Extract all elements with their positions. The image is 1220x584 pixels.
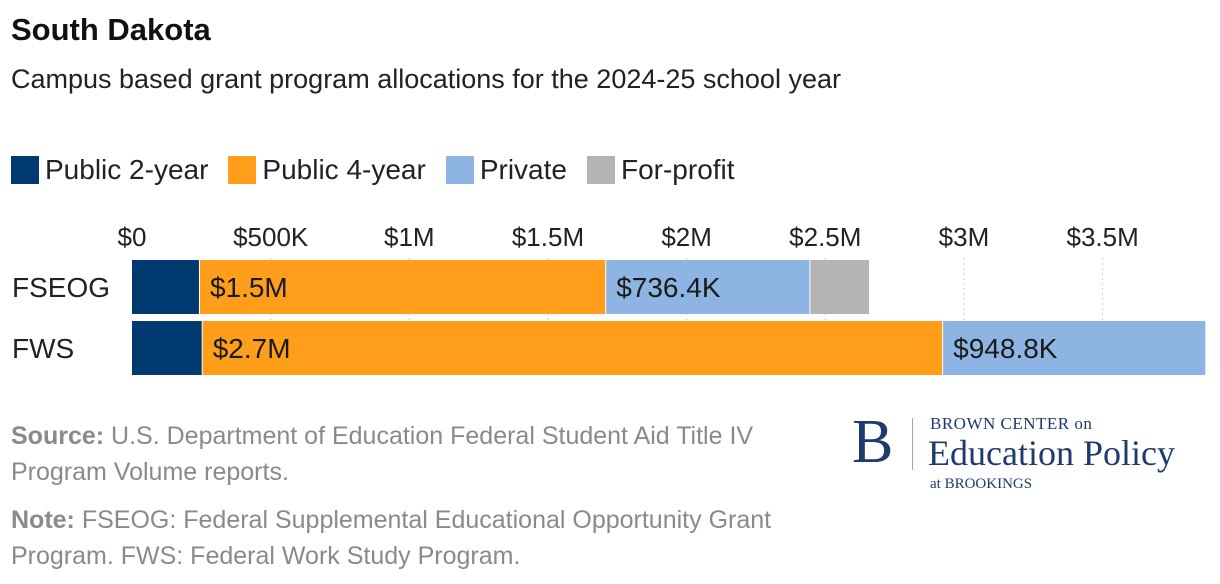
bar-segment [943,321,1206,375]
legend-item-public-4-year: Public 4-year [228,154,426,186]
bar-segment [132,321,202,375]
source-label: Source: [11,422,105,450]
x-tick-label: $3M [939,222,990,252]
legend-swatch [11,156,39,184]
category-label: FWS [12,333,74,364]
legend-swatch [445,156,474,184]
bar-segment [202,321,943,375]
logo-line-2: Education Policy [928,433,1175,473]
x-tick-label: $2.5M [789,222,861,252]
legend-item-private: Private [445,154,567,186]
category-label: FSEOG [12,272,110,303]
data-label: $736.4K [616,272,721,303]
legend-swatch [586,156,615,184]
data-label: $2.7M [213,333,291,364]
brookings-logo: B BROWN CENTER on Education Policy at BR… [852,408,1212,496]
legend-label: Public 2-year [45,154,209,185]
x-tick-label: $500K [233,222,309,252]
legend-item-public-2-year: Public 2-year [11,154,208,186]
x-tick-label: $2M [661,222,712,252]
bar-segment [199,260,606,314]
logo-line-3: at BROOKINGS [930,476,1033,492]
footnote: Note: FSEOG: Federal Supplemental Educat… [11,502,811,574]
x-tick-label: $0 [118,222,147,252]
bar-segment [606,260,810,314]
x-tick-label: $1M [384,222,435,252]
data-label: $948.8K [953,333,1058,364]
x-tick-label: $3.5M [1066,222,1138,252]
logo-line-1: BROWN CENTER on [930,414,1093,433]
legend-swatch [228,156,257,184]
logo-divider [912,418,913,470]
bar-segment [132,260,199,314]
chart-title: South Dakota [11,12,211,47]
data-label: $1.5M [210,272,288,303]
legend-item-for-profit: For-profit [586,154,735,186]
note-text: FSEOG: Federal Supplemental Educational … [11,506,772,570]
x-tick-label: $1.5M [512,222,584,252]
legend: Public 2-year Public 4-year Private For-… [11,150,755,190]
legend-label: Public 4-year [262,154,426,185]
legend-label: Private [479,154,567,185]
source-note: Source: U.S. Department of Education Fed… [11,418,811,490]
bar-chart: $0 $500K $1M $1.5M $2M $2.5M $3M $3.5M FSEOG $1.5… [12,222,1206,378]
chart-subtitle: Campus based grant program allocations f… [11,64,841,94]
bar-segment [810,260,870,314]
logo-mark: B [852,408,894,476]
legend-label: For-profit [620,154,735,185]
source-text: U.S. Department of Education Federal Stu… [11,422,754,486]
note-label: Note: [11,506,75,534]
